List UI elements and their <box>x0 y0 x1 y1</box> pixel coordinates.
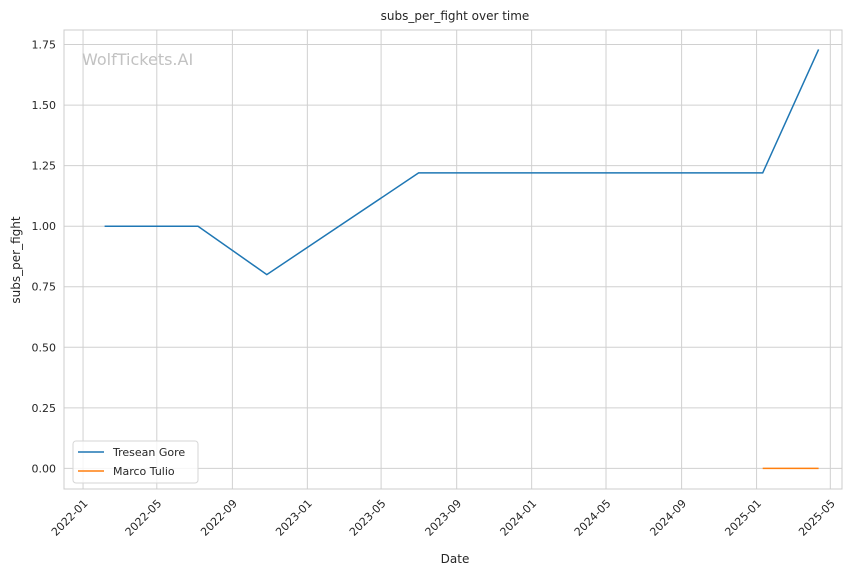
y-tick-label: 0.00 <box>32 462 57 475</box>
x-tick-label: 2024-01 <box>497 497 539 539</box>
y-tick-label: 1.50 <box>32 99 57 112</box>
y-tick-label: 0.50 <box>32 341 57 354</box>
y-tick-label: 0.75 <box>32 281 57 294</box>
x-tick-label: 2025-01 <box>722 497 764 539</box>
chart-title: subs_per_fight over time <box>381 9 530 23</box>
y-tick-labels: 0.00 0.25 0.50 0.75 1.00 1.25 1.50 1.75 <box>32 39 57 476</box>
x-tick-label: 2023-09 <box>423 497 465 539</box>
grid <box>64 30 842 489</box>
y-tick-label: 1.00 <box>32 220 57 233</box>
y-tick-label: 0.25 <box>32 402 57 415</box>
legend-box <box>72 440 199 484</box>
y-axis-label: subs_per_fight <box>9 216 23 303</box>
legend-label-tresean-gore: Tresean Gore <box>112 446 185 459</box>
x-tick-label: 2024-05 <box>572 497 614 539</box>
x-tick-label: 2022-05 <box>123 497 165 539</box>
series-line-tresean-gore <box>104 49 820 276</box>
watermark: WolfTickets.AI <box>82 50 193 69</box>
x-axis-label: Date <box>441 552 470 566</box>
y-tick-label: 1.25 <box>32 160 57 173</box>
x-tick-label: 2023-05 <box>347 497 389 539</box>
x-tick-labels: 2022-01 2022-05 2022-09 2023-01 2023-05 2023-… <box>49 497 838 539</box>
legend-label-marco-tulio: Marco Tulio <box>113 465 175 478</box>
series-lines <box>104 49 820 470</box>
x-tick-label: 2025-05 <box>796 497 838 539</box>
legend: Tresean Gore Marco Tulio <box>72 440 199 484</box>
x-tick-label: 2024-09 <box>647 497 689 539</box>
x-tick-label: 2022-09 <box>198 497 240 539</box>
x-tick-label: 2023-01 <box>273 497 315 539</box>
y-tick-label: 1.75 <box>32 39 57 52</box>
x-tick-label: 2022-01 <box>49 497 91 539</box>
plot-frame <box>63 29 843 490</box>
